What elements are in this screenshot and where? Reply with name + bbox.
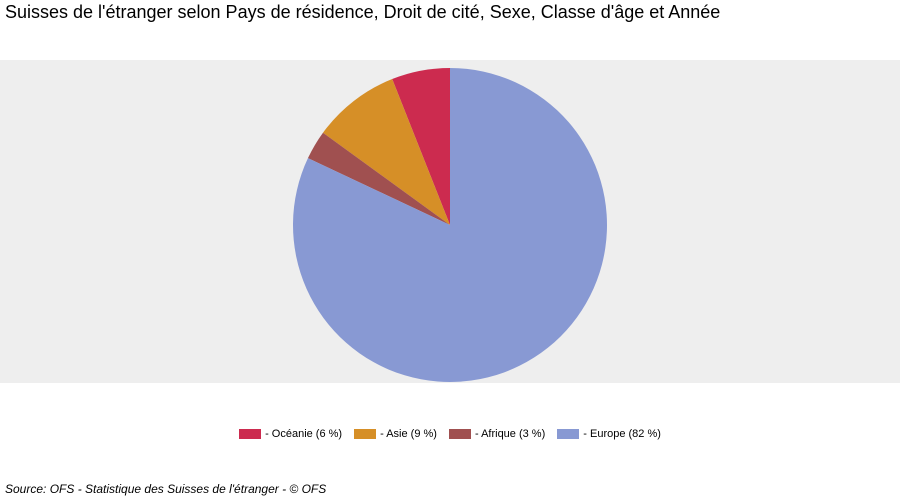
legend-item-1: - Asie (9 %) — [354, 428, 437, 440]
legend-swatch-1 — [354, 429, 377, 439]
legend: - Océanie (6 %) - Asie (9 %) - Afrique (3 … — [0, 428, 900, 440]
pie-slice-0 — [392, 68, 450, 225]
pie-slice-3 — [293, 68, 607, 383]
legend-label-2: - Afrique (3 %) — [474, 428, 546, 440]
source-note: Source: OFS - Statistique des Suisses de… — [5, 482, 327, 496]
legend-swatch-3 — [557, 429, 580, 439]
legend-item-3: - Europe (82 %) — [557, 428, 661, 440]
legend-swatch-0 — [239, 429, 262, 439]
pie-chart — [293, 68, 607, 383]
chart-title: Suisses de l'étranger selon Pays de rési… — [5, 2, 721, 22]
legend-label-1: - Asie (9 %) — [380, 428, 437, 440]
legend-item-2: - Afrique (3 %) — [448, 428, 546, 440]
pie-slice-1 — [322, 79, 450, 226]
pie-slice-2 — [307, 132, 450, 225]
legend-item-0: - Océanie (6 %) — [239, 428, 342, 440]
legend-label-0: - Océanie (6 %) — [265, 428, 343, 440]
legend-label-3: - Europe (82 %) — [583, 428, 661, 440]
legend-swatch-2 — [448, 429, 471, 439]
